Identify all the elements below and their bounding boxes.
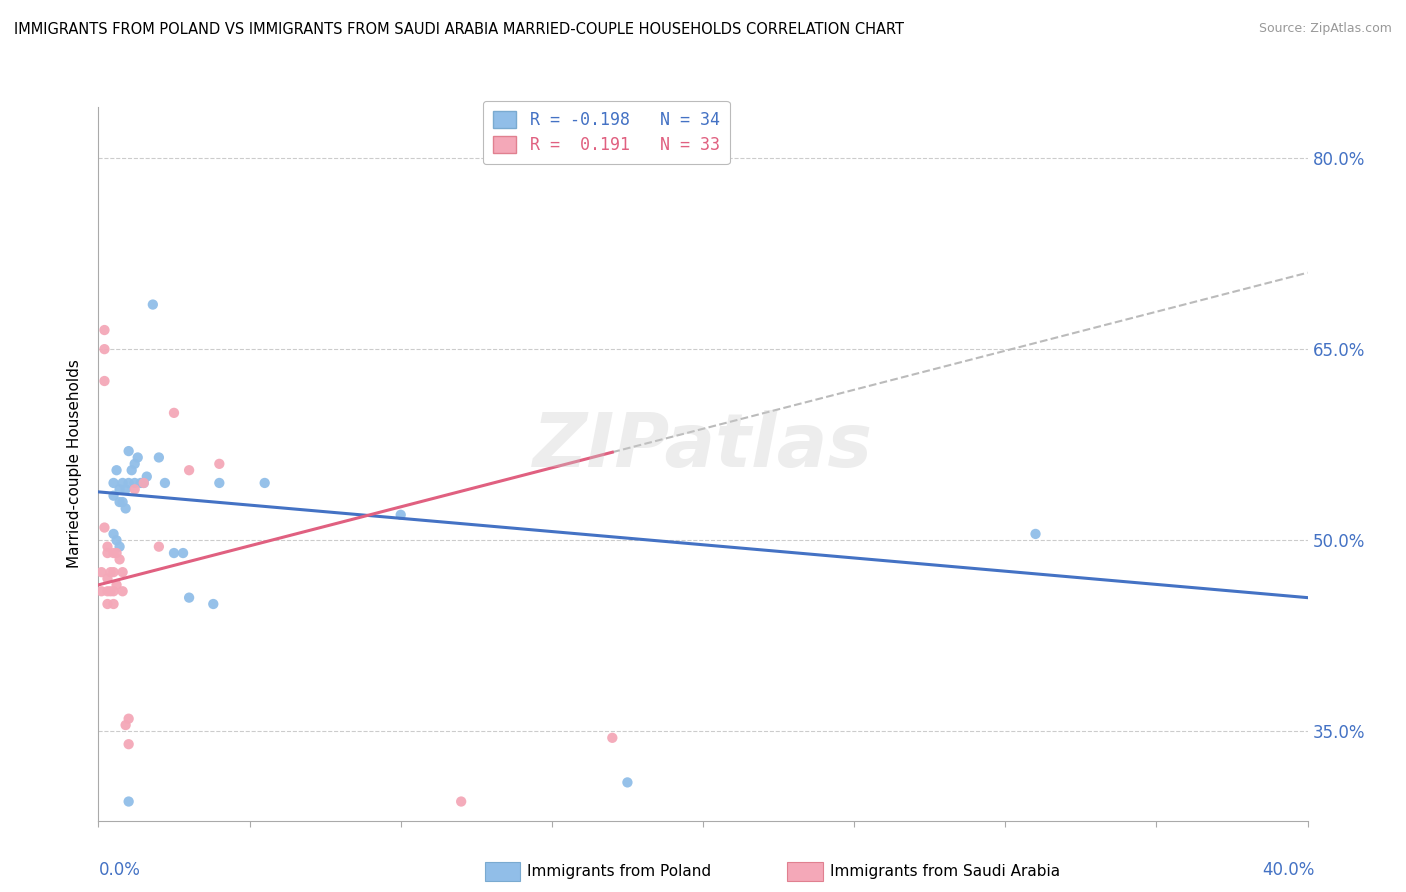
Point [103,565,125,579]
Text: Immigrants from Poland: Immigrants from Poland [527,864,711,879]
Point [208,475,231,490]
Point [96,540,118,554]
Point [450,795,472,809]
Point [148,450,170,465]
Text: Source: ZipAtlas.com: Source: ZipAtlas.com [1258,22,1392,36]
Point [105,533,128,548]
Text: Immigrants from Saudi Arabia: Immigrants from Saudi Arabia [830,864,1060,879]
Point [103,546,125,560]
Point [96,546,118,560]
Point [100,565,122,579]
Point [208,457,231,471]
Point [103,475,125,490]
Point [132,475,155,490]
Point [124,457,146,471]
Point [253,475,276,490]
Point [108,540,131,554]
Point [602,731,624,745]
Point [118,712,141,726]
Point [616,775,638,789]
Point [114,718,136,732]
Text: IMMIGRANTS FROM POLAND VS IMMIGRANTS FROM SAUDI ARABIA MARRIED-COUPLE HOUSEHOLDS: IMMIGRANTS FROM POLAND VS IMMIGRANTS FRO… [14,22,904,37]
Point [124,483,146,497]
Point [93,374,115,388]
Point [1024,527,1046,541]
Point [108,552,131,566]
Point [103,489,125,503]
Point [129,475,152,490]
Point [118,444,141,458]
Point [163,406,186,420]
Point [96,597,118,611]
Point [118,737,141,751]
Point [105,578,128,592]
Point [111,475,134,490]
Y-axis label: Married-couple Households: Married-couple Households [67,359,83,568]
Point [105,463,128,477]
Point [179,591,201,605]
Text: ZIPatlas: ZIPatlas [533,409,873,483]
Point [96,572,118,586]
Point [93,323,115,337]
Point [114,483,136,497]
Point [153,475,176,490]
Point [135,469,157,483]
Point [202,597,225,611]
Point [93,342,115,356]
Point [118,795,141,809]
Point [163,546,186,560]
Point [111,495,134,509]
Point [103,584,125,599]
Point [142,297,165,311]
Point [121,463,143,477]
Point [111,584,134,599]
Point [179,463,201,477]
Point [108,483,131,497]
Point [93,520,115,534]
Point [114,501,136,516]
Point [90,584,112,599]
Point [111,565,134,579]
Point [103,527,125,541]
Legend: R = -0.198   N = 34, R =  0.191   N = 33: R = -0.198 N = 34, R = 0.191 N = 33 [482,101,730,164]
Point [124,475,146,490]
Point [132,475,155,490]
Point [389,508,412,522]
Point [148,540,170,554]
Point [103,597,125,611]
Point [127,450,149,465]
Point [172,546,194,560]
Point [108,495,131,509]
Point [96,584,118,599]
Text: 0.0%: 0.0% [98,861,141,879]
Point [118,475,141,490]
Point [105,546,128,560]
Point [90,565,112,579]
Point [100,584,122,599]
Text: 40.0%: 40.0% [1263,861,1315,879]
